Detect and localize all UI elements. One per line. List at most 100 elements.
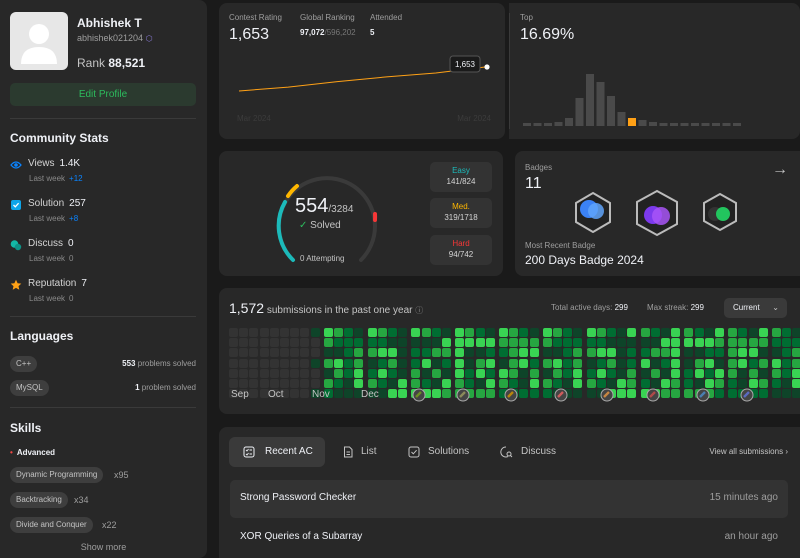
histogram-bar[interactable] bbox=[712, 123, 720, 126]
heatmap-cell[interactable] bbox=[694, 368, 704, 378]
heatmap-cell[interactable] bbox=[465, 389, 475, 399]
heatmap-cell[interactable] bbox=[398, 358, 408, 368]
heatmap-cell[interactable] bbox=[377, 348, 387, 358]
heatmap-cell[interactable] bbox=[782, 368, 792, 378]
histogram-bar[interactable] bbox=[544, 123, 552, 126]
heatmap-cell[interactable] bbox=[485, 358, 495, 368]
heatmap-cell[interactable] bbox=[573, 348, 583, 358]
heatmap-cell[interactable] bbox=[671, 379, 681, 388]
heatmap-cell[interactable] bbox=[239, 368, 249, 378]
heatmap-cell[interactable] bbox=[728, 338, 738, 348]
heatmap-cell[interactable] bbox=[627, 368, 637, 378]
heatmap-cell[interactable] bbox=[377, 389, 387, 399]
heatmap-cell[interactable] bbox=[354, 338, 364, 348]
heatmap-cell[interactable] bbox=[475, 389, 485, 399]
heatmap-cell[interactable] bbox=[334, 328, 343, 337]
heatmap-cell[interactable] bbox=[715, 358, 724, 368]
heatmap-cell[interactable] bbox=[455, 328, 465, 337]
heatmap-cell[interactable] bbox=[455, 358, 465, 368]
heatmap-cell[interactable] bbox=[542, 338, 552, 348]
heatmap-cell[interactable] bbox=[792, 379, 800, 388]
heatmap-cell[interactable] bbox=[269, 348, 279, 358]
heatmap-cell[interactable] bbox=[758, 389, 768, 399]
heatmap-cell[interactable] bbox=[782, 348, 792, 358]
heatmap-cell[interactable] bbox=[792, 348, 800, 358]
heatmap-cell[interactable] bbox=[738, 379, 748, 388]
monthly-badge-icon[interactable] bbox=[740, 388, 754, 402]
heatmap-cell[interactable] bbox=[596, 348, 606, 358]
heatmap-cell[interactable] bbox=[323, 368, 333, 378]
easy-box[interactable]: Easy 141/824 bbox=[430, 162, 492, 192]
hard-box[interactable]: Hard 94/742 bbox=[430, 235, 492, 265]
monthly-badge-icon[interactable] bbox=[600, 388, 614, 402]
heatmap-cell[interactable] bbox=[334, 338, 343, 348]
heatmap-cell[interactable] bbox=[607, 368, 616, 378]
heatmap-cell[interactable] bbox=[542, 328, 552, 337]
heatmap-cell[interactable] bbox=[442, 368, 451, 378]
heatmap-cell[interactable] bbox=[509, 358, 519, 368]
heatmap-cell[interactable] bbox=[586, 348, 596, 358]
heatmap-cell[interactable] bbox=[758, 379, 768, 388]
heatmap-cell[interactable] bbox=[640, 358, 650, 368]
heatmap-cell[interactable] bbox=[553, 358, 562, 368]
heatmap-cell[interactable] bbox=[300, 358, 310, 368]
heatmap-cell[interactable] bbox=[586, 328, 596, 337]
heatmap-cell[interactable] bbox=[758, 328, 768, 337]
heatmap-cell[interactable] bbox=[290, 379, 300, 388]
heatmap-cell[interactable] bbox=[694, 358, 704, 368]
heatmap-cell[interactable] bbox=[259, 328, 269, 337]
heatmap-cell[interactable] bbox=[748, 379, 758, 388]
heatmap-cell[interactable] bbox=[475, 368, 485, 378]
heatmap-cell[interactable] bbox=[388, 358, 397, 368]
heatmap-cell[interactable] bbox=[509, 328, 519, 337]
heatmap-cell[interactable] bbox=[617, 348, 627, 358]
heatmap-cell[interactable] bbox=[758, 338, 768, 348]
heatmap-cell[interactable] bbox=[499, 368, 508, 378]
heatmap-cell[interactable] bbox=[509, 338, 519, 348]
histogram-bar[interactable] bbox=[565, 118, 573, 126]
heatmap-cell[interactable] bbox=[772, 379, 781, 388]
heatmap-cell[interactable] bbox=[704, 358, 714, 368]
histogram-bar[interactable] bbox=[607, 96, 615, 126]
heatmap-cell[interactable] bbox=[563, 348, 573, 358]
heatmap-cell[interactable] bbox=[485, 389, 495, 399]
heatmap-cell[interactable] bbox=[475, 379, 485, 388]
heatmap-cell[interactable] bbox=[249, 358, 259, 368]
heatmap-cell[interactable] bbox=[388, 338, 397, 348]
heatmap-cell[interactable] bbox=[748, 368, 758, 378]
heatmap-cell[interactable] bbox=[617, 389, 627, 399]
heatmap-cell[interactable] bbox=[607, 358, 616, 368]
histogram-bar[interactable] bbox=[638, 120, 647, 126]
heatmap-cell[interactable] bbox=[661, 379, 670, 388]
heatmap-cell[interactable] bbox=[792, 358, 800, 368]
heatmap-cell[interactable] bbox=[465, 358, 475, 368]
heatmap-cell[interactable] bbox=[310, 328, 320, 337]
heatmap-cell[interactable] bbox=[465, 368, 475, 378]
heatmap-cell[interactable] bbox=[728, 379, 738, 388]
heatmap-cell[interactable] bbox=[411, 379, 421, 388]
heatmap-cell[interactable] bbox=[563, 328, 573, 337]
heatmap-cell[interactable] bbox=[411, 368, 421, 378]
heatmap-cell[interactable] bbox=[661, 348, 670, 358]
heatmap-cell[interactable] bbox=[300, 338, 310, 348]
heatmap-cell[interactable] bbox=[715, 348, 724, 358]
lang-pill-mysql[interactable]: MySQL bbox=[10, 380, 49, 396]
heatmap-cell[interactable] bbox=[529, 348, 539, 358]
heatmap-cell[interactable] bbox=[782, 379, 792, 388]
heatmap-cell[interactable] bbox=[388, 328, 397, 337]
heatmap-cell[interactable] bbox=[334, 358, 343, 368]
info-icon[interactable]: ⓘ bbox=[415, 306, 424, 315]
heatmap-cell[interactable] bbox=[542, 379, 552, 388]
heatmap-cell[interactable] bbox=[586, 379, 596, 388]
heatmap-cell[interactable] bbox=[758, 358, 768, 368]
heatmap-cell[interactable] bbox=[354, 389, 364, 399]
heatmap-cell[interactable] bbox=[259, 338, 269, 348]
heatmap-cell[interactable] bbox=[269, 368, 279, 378]
heatmap-cell[interactable] bbox=[661, 328, 670, 337]
heatmap-cell[interactable] bbox=[310, 379, 320, 388]
heatmap-cell[interactable] bbox=[249, 348, 259, 358]
heatmap-cell[interactable] bbox=[269, 389, 279, 399]
heatmap-cell[interactable] bbox=[553, 328, 562, 337]
heatmap-cell[interactable] bbox=[640, 328, 650, 337]
heatmap-cell[interactable] bbox=[627, 348, 637, 358]
